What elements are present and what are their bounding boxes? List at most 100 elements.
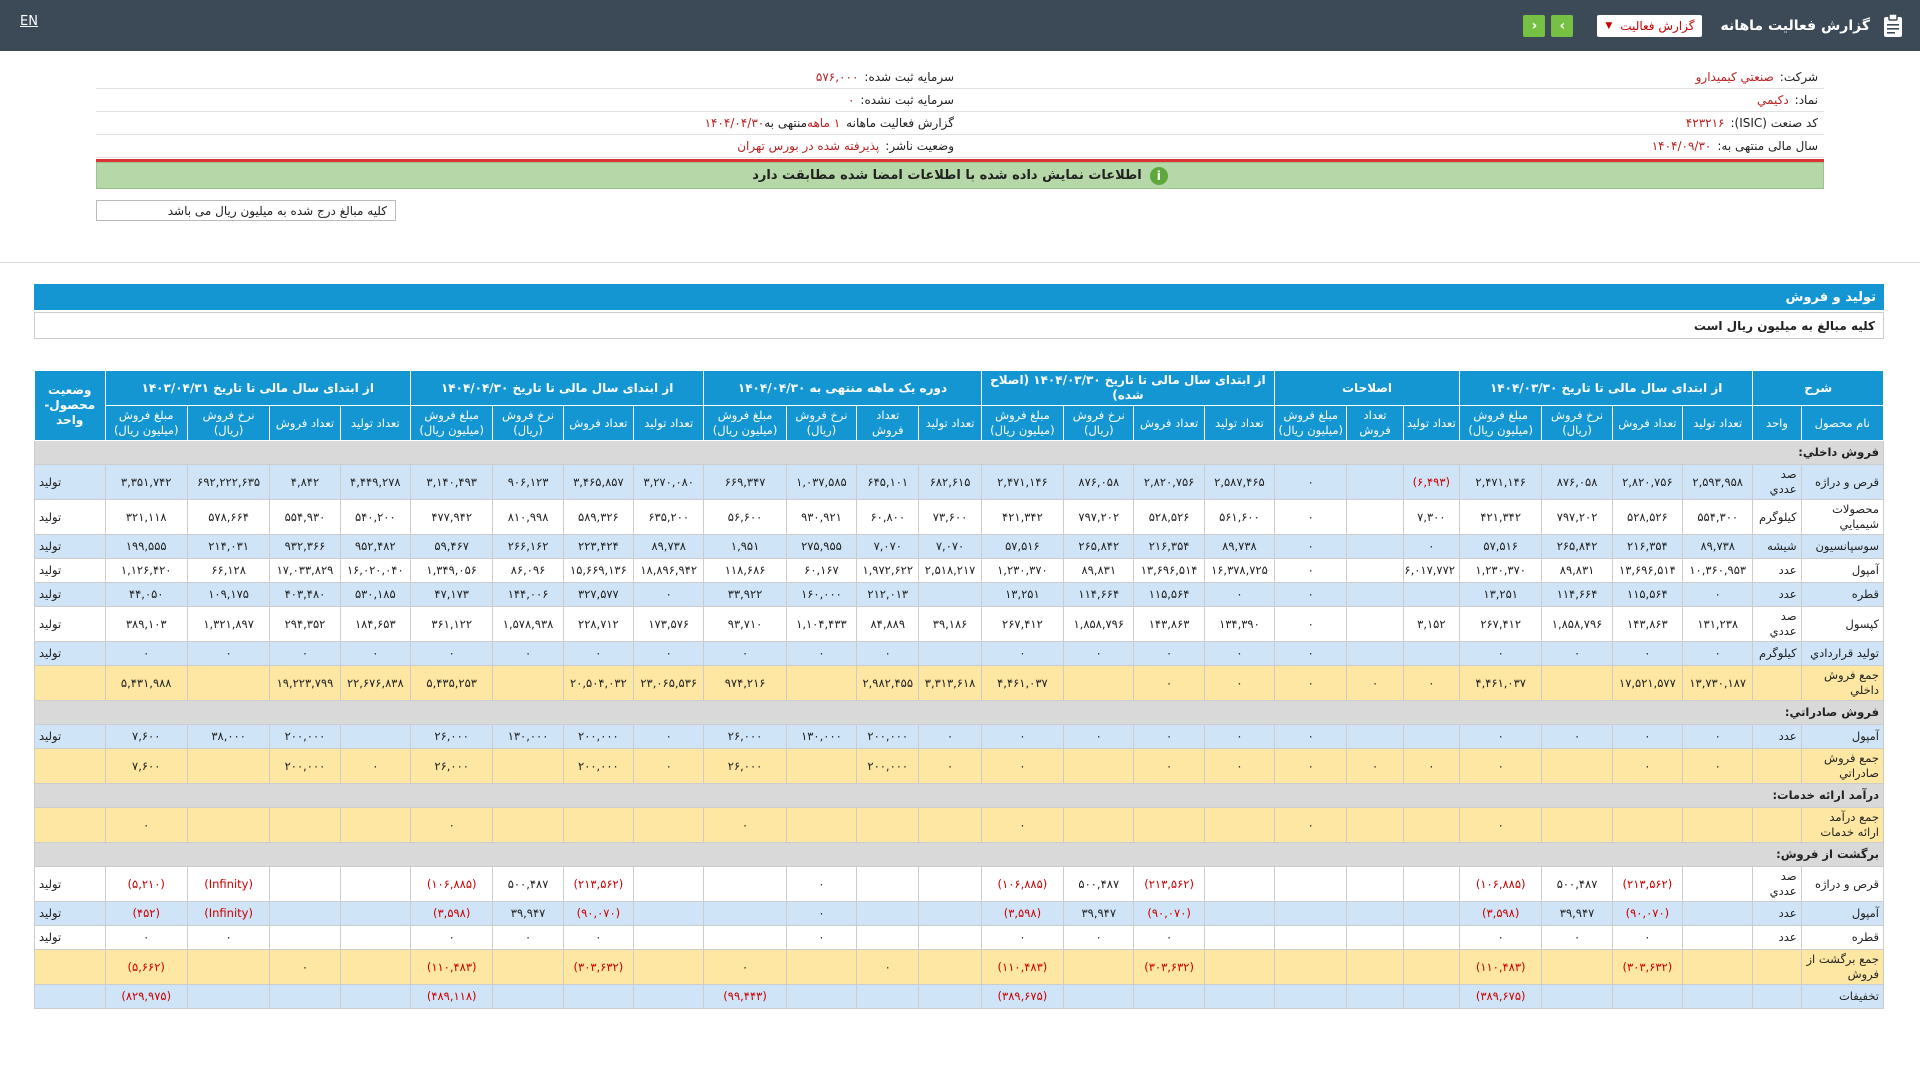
symbol-label: نماد: xyxy=(1794,93,1818,107)
total-row: جمع فروش صادراتي ۰ ۰ ۰ ۰ ۰ ۰ ۰ ۰ ۰ ۰ ۲۰۰,۰۰۰ ۲۶,۰۰۰ ۰… xyxy=(34,748,1884,784)
info-row: نماد: دكيمي سرمایه ثبت نشده: ۰ xyxy=(96,89,1824,112)
group-header: از ابتدای سال مالی تا تاریخ ۱۴۰۴/۰۳/۳۰ xyxy=(1458,370,1754,406)
value-cell xyxy=(492,807,564,843)
value-cell: ۶۸۲,۶۱۵ xyxy=(918,464,982,500)
verification-banner: i اطلاعات نمایش داده شده با اطلاعات امضا… xyxy=(96,162,1824,189)
value-cell: ۹۳۰,۹۲۱ xyxy=(785,499,858,535)
prev-button[interactable]: ‹ xyxy=(1523,14,1546,37)
value-cell: (۳۸۹,۶۷۵) xyxy=(1458,984,1543,1009)
table-row: محصولات شيميايي کیلوگرم ۵۵۴,۳۰۰ ۵۲۸,۵۲۶ ۷۹۷,… xyxy=(34,499,1884,535)
next-button[interactable]: › xyxy=(1551,14,1574,37)
value-cell: ۰ xyxy=(980,925,1065,950)
value-cell: (Infinity) xyxy=(186,901,271,926)
value-cell: ۰ xyxy=(1063,925,1135,950)
value-cell: ۰ xyxy=(1274,464,1348,500)
value-cell xyxy=(1402,949,1460,985)
value-cell xyxy=(1682,901,1754,926)
info-row: کد صنعت (ISIC): ۴۲۳۲۱۶ گزارش فعالیت ماهان… xyxy=(96,112,1824,135)
value-cell xyxy=(1274,984,1348,1009)
value-cell: ۳۲۷,۵۷۷ xyxy=(562,582,635,607)
value-cell xyxy=(1611,984,1684,1009)
value-cell xyxy=(918,582,982,607)
value-cell: ۶,۰۱۷,۷۷۲ xyxy=(1402,558,1460,583)
value-cell: ۲,۴۷۱,۱۴۶ xyxy=(1458,464,1543,500)
value-cell: ۲۹۴,۳۵۲ xyxy=(269,606,341,642)
value-cell: (۹۰,۰۷۰) xyxy=(1133,901,1205,926)
product-name: قطره xyxy=(1800,925,1884,950)
info-row: سال مالی منتهی به: ۱۴۰۴/۰۹/۳۰ وضعیت ناشر:… xyxy=(96,135,1824,158)
value-cell: ۱۳۱,۲۳۸ xyxy=(1682,606,1754,642)
value-cell: ۹۳,۷۱۰ xyxy=(703,606,787,642)
status-cell xyxy=(34,665,106,701)
value-cell: ۰ xyxy=(918,748,982,784)
product-name: كپسول xyxy=(1800,606,1884,642)
value-cell: ۰ xyxy=(409,807,494,843)
value-cell xyxy=(1541,949,1613,985)
product-name: تخفيفات xyxy=(1800,984,1884,1009)
value-cell xyxy=(1402,582,1460,607)
value-cell xyxy=(492,949,564,985)
value-cell: ۰ xyxy=(856,949,920,985)
status-cell: تولید xyxy=(34,499,106,535)
value-cell: ۰ xyxy=(633,748,705,784)
value-cell: ۴,۴۴۹,۲۷۸ xyxy=(339,464,411,500)
value-cell: ۸۹,۷۳۸ xyxy=(1203,534,1276,559)
unit-cell: عدد xyxy=(1752,724,1802,749)
value-cell: ۰ xyxy=(980,748,1065,784)
value-cell: ۲۰۰,۰۰۰ xyxy=(562,724,635,749)
table-row: آمپول عدد (۹۰,۰۷۰) ۳۹,۹۴۷ (۳,۵۹۸) (۹۰,۰۷۰) ۳۹,… xyxy=(34,901,1884,926)
section-label: درآمد ارائه خدمات: xyxy=(34,783,1884,808)
value-cell xyxy=(269,866,341,902)
value-cell: ۲۱۶,۳۵۴ xyxy=(1611,534,1684,559)
value-cell xyxy=(633,807,705,843)
table-row: سوسپانسيون شيشه ۸۹,۷۳۸ ۲۱۶,۳۵۴ ۲۶۵,۸۴۲ ۵۷,۵۱۶… xyxy=(34,534,1884,559)
value-cell: ۲۲۸,۷۱۲ xyxy=(562,606,635,642)
value-cell: ۱۱۸,۶۸۶ xyxy=(703,558,787,583)
value-cell: ۲۶۵,۸۴۲ xyxy=(1063,534,1135,559)
status-cell: تولید xyxy=(34,558,106,583)
report-type-select[interactable]: گزارش فعالیت ▼ xyxy=(1597,14,1703,37)
value-cell: ۰ xyxy=(1346,748,1404,784)
unregistered-capital-value: ۰ xyxy=(847,93,855,107)
group-header: اصلاحات xyxy=(1274,370,1460,406)
group-header: از ابتدای سال مالی تا تاریخ ۱۴۰۳/۰۴/۳۱ xyxy=(104,370,411,406)
fiscal-year-label: سال مالی منتهی به: xyxy=(1717,139,1818,153)
value-cell: (۱۰۶,۸۸۵) xyxy=(980,866,1065,902)
info-row: شرکت: صنعتي كيميدارو سرمایه ثبت شده: ۵۷۶,۰… xyxy=(96,66,1824,89)
value-cell: ۰ xyxy=(1402,665,1460,701)
value-cell: ۱,۵۷۸,۹۳۸ xyxy=(492,606,564,642)
value-cell: ۲۲,۶۷۶,۸۳۸ xyxy=(339,665,411,701)
value-cell: ۴,۴۶۱,۰۳۷ xyxy=(980,665,1065,701)
value-cell: ۸۴,۸۸۹ xyxy=(856,606,920,642)
value-cell: ۱۷,۵۲۱,۵۷۷ xyxy=(1611,665,1684,701)
value-cell xyxy=(1541,748,1613,784)
value-cell: ۱۳,۶۹۶,۵۱۴ xyxy=(1611,558,1684,583)
language-link[interactable]: EN xyxy=(20,14,38,29)
unit-cell: کیلوگرم xyxy=(1752,641,1802,666)
value-cell xyxy=(562,984,635,1009)
value-cell xyxy=(1346,534,1404,559)
capital-value: ۵۷۶,۰۰۰ xyxy=(815,70,859,84)
value-cell: ۰ xyxy=(1682,724,1754,749)
value-cell: (۱۰۶,۸۸۵) xyxy=(409,866,494,902)
section-label: برگشت از فروش: xyxy=(34,842,1884,867)
value-cell xyxy=(269,901,341,926)
product-name: قرص و دراژه xyxy=(1800,866,1884,902)
value-cell: ۱,۹۵۱ xyxy=(703,534,787,559)
column-header: تعداد تولید xyxy=(1203,405,1276,441)
value-cell xyxy=(1402,807,1460,843)
column-header: تعداد فروش xyxy=(562,405,635,441)
company-value: صنعتي كيميدارو xyxy=(1695,70,1774,84)
value-cell xyxy=(186,949,271,985)
value-cell xyxy=(186,807,271,843)
value-cell xyxy=(1063,807,1135,843)
status-cell: تولید xyxy=(34,724,106,749)
value-cell: ۴۴,۰۵۰ xyxy=(104,582,188,607)
value-cell: ۰ xyxy=(1203,582,1276,607)
value-cell: ۲۳,۰۶۵,۵۳۶ xyxy=(633,665,705,701)
divider xyxy=(96,159,1824,162)
value-cell: ۵۶,۶۰۰ xyxy=(703,499,787,535)
value-cell xyxy=(1346,641,1404,666)
group-header: وضعیت محصول-واحد xyxy=(34,370,106,441)
value-cell: ۰ xyxy=(409,925,494,950)
